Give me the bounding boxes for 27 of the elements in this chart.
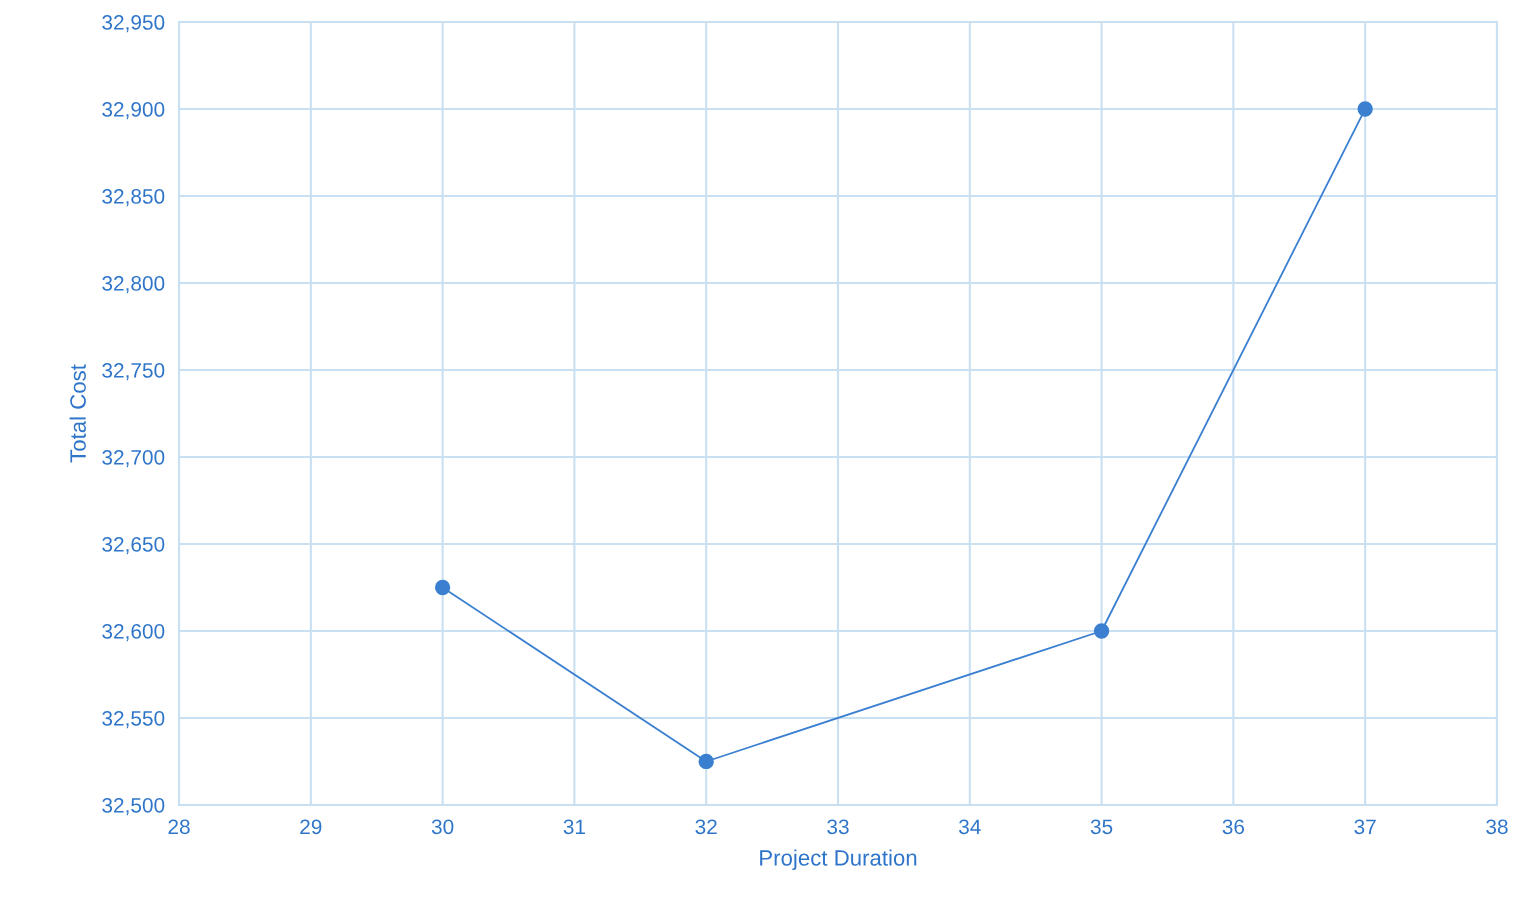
y-tick-label: 32,700 xyxy=(102,450,165,468)
x-tick-label: 37 xyxy=(1354,819,1376,835)
x-tick-label: 36 xyxy=(1222,819,1245,835)
y-tick-label: 32,950 xyxy=(102,15,165,33)
x-tick-label: 29 xyxy=(300,819,322,835)
point xyxy=(698,753,714,770)
y-tick-label: 32,550 xyxy=(102,710,165,729)
x-axis-title: Project Duration xyxy=(760,849,917,871)
y-tick-label: 32,850 xyxy=(102,189,165,207)
y-tick-label: 32,500 xyxy=(102,797,165,816)
x-tick-label: 33 xyxy=(827,819,849,835)
y-tick-label: 32,750 xyxy=(102,363,165,381)
point xyxy=(434,579,451,596)
point xyxy=(1093,623,1110,639)
y-tick-label: 32,900 xyxy=(102,102,165,120)
y-tick-label: 32,800 xyxy=(102,276,165,294)
x-tick-label: 32 xyxy=(695,819,717,835)
y-tick-label: 32,650 xyxy=(102,536,165,555)
x-tick-label: 38 xyxy=(1486,819,1508,835)
x-tick-label: 28 xyxy=(168,819,190,835)
point xyxy=(1357,101,1373,117)
x-tick-label: 31 xyxy=(563,819,585,835)
y-tick-label: 32,600 xyxy=(102,623,165,642)
x-tick-label: 34 xyxy=(959,819,981,835)
y-axis-title: Total Cost xyxy=(69,364,86,463)
x-tick-label: 35 xyxy=(1090,819,1113,835)
x-tick-label: 30 xyxy=(431,819,454,835)
